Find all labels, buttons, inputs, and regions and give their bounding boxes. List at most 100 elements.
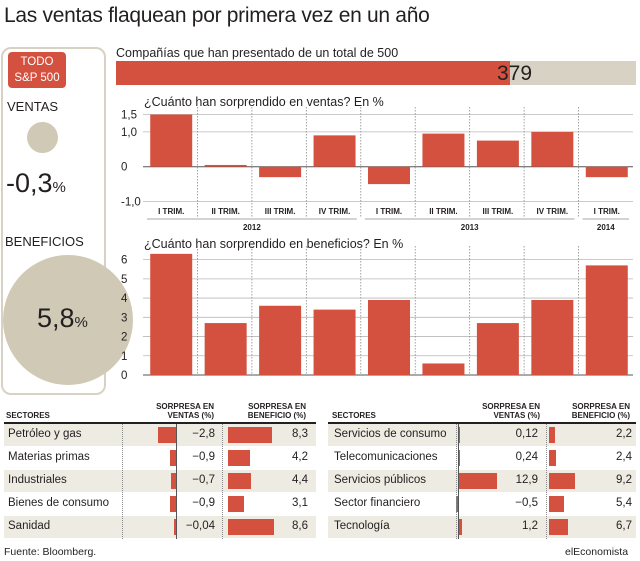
right-table-ventas-value: 12,9	[515, 474, 538, 486]
right-table-beneficio-bar	[549, 496, 565, 512]
left-table-ventas-bar	[157, 427, 176, 443]
left-table-ventas-value: −0,9	[192, 497, 215, 509]
sales-category-label: I TRIM.	[158, 207, 184, 216]
left-table-beneficio-value: 4,2	[292, 451, 308, 463]
right-table-ventas-value: −0,5	[515, 497, 538, 509]
left-table-ventas-bar	[170, 450, 176, 466]
sales-year-label: 2012	[243, 223, 261, 232]
left-table-ventas-bar	[170, 496, 176, 512]
sectors-table-right: SECTORES SORPRESA EN VENTAS (%) SORPRESA E…	[324, 398, 640, 543]
right-table-beneficio-bar	[549, 473, 575, 489]
left-table-beneficio-bar	[228, 496, 245, 512]
right-table-row	[328, 424, 636, 446]
earnings-ytick-label: 4	[121, 293, 128, 305]
sales-bar	[259, 166, 302, 178]
sales-category-label: II TRIM.	[211, 207, 239, 216]
sales-chart-title: ¿Cuánto han sorprendido en ventas? En %	[144, 95, 384, 109]
sales-ytick-label: 0	[121, 162, 127, 174]
earnings-bar	[422, 363, 465, 375]
sp500-badge: TODO S&P 500	[8, 52, 66, 88]
page-title: Las ventas flaquean por primera vez en u…	[4, 4, 430, 27]
earnings-bar	[531, 300, 574, 375]
right-table-ventas-bar	[458, 473, 497, 489]
right-table-row-sector: Sector financiero	[334, 497, 421, 509]
companies-label: Compañías que han presentado de un total…	[116, 46, 399, 60]
right-table-row-sector: Tecnología	[334, 520, 390, 532]
right-table-ventas-bar	[456, 496, 458, 512]
sales-ytick-label: 1,0	[121, 127, 137, 139]
left-table-header-rule	[4, 422, 316, 424]
left-table-beneficio-value: 3,1	[292, 497, 308, 509]
left-table-column-separator	[222, 424, 223, 539]
ventas-circle	[27, 122, 58, 153]
left-table-header-beneficio: SORPRESA EN BENEFICIO (%)	[247, 402, 306, 420]
right-table-header-sectores: SECTORES	[332, 411, 376, 420]
right-table-header-beneficio: SORPRESA EN BENEFICIO (%)	[571, 402, 630, 420]
left-table-beneficio-value: 8,3	[292, 428, 308, 440]
beneficios-label: BENEFICIOS	[5, 234, 84, 249]
right-table-header-rule	[328, 422, 636, 424]
left-table-beneficio-bar	[228, 519, 274, 535]
left-table-ventas-bar	[174, 519, 176, 535]
companies-value: 379	[497, 62, 533, 85]
right-table-beneficio-value: 2,4	[616, 451, 632, 463]
left-table-beneficio-value: 8,6	[292, 520, 308, 532]
earnings-ytick-label: 0	[121, 370, 127, 382]
footer-source: Fuente: Bloomberg.	[4, 546, 97, 558]
earnings-bar	[476, 323, 519, 375]
sales-ytick-label: -1,0	[121, 197, 141, 209]
companies-reported-bar	[116, 61, 510, 85]
sales-year-label: 2013	[461, 223, 479, 232]
left-table-column-separator	[122, 424, 123, 539]
sales-category-label: III TRIM.	[483, 207, 514, 216]
sales-bar	[368, 166, 410, 185]
sales-bar	[204, 164, 247, 167]
left-table-header-sectores: SECTORES	[6, 411, 50, 420]
left-table-ventas-value: −0,7	[192, 474, 215, 486]
left-table-row-sector: Petróleo y gas	[8, 428, 82, 440]
right-table-ventas-bar	[458, 519, 462, 535]
earnings-ytick-label: 6	[121, 255, 127, 267]
right-table-beneficio-bar	[549, 450, 556, 466]
sales-year-label: 2014	[597, 223, 615, 232]
sales-bar	[585, 166, 628, 178]
earnings-bar	[204, 323, 247, 375]
sales-category-label: III TRIM.	[265, 207, 296, 216]
badge-line1: TODO	[20, 56, 54, 68]
earnings-chart-title: ¿Cuánto han sorprendido en beneficios? E…	[144, 237, 404, 251]
right-table-beneficio-bar	[549, 427, 556, 443]
left-table-beneficio-bar	[228, 473, 252, 489]
right-table-ventas-value: 0,24	[515, 451, 538, 463]
ventas-label: VENTAS	[7, 99, 59, 114]
left-table-header-ventas: SORPRESA EN VENTAS (%)	[156, 402, 214, 420]
right-table-ventas-zero-line	[458, 424, 459, 539]
earnings-bar	[150, 253, 193, 375]
left-table-ventas-value: −0,04	[185, 520, 215, 532]
earnings-bar	[585, 265, 628, 375]
ventas-unit: %	[52, 179, 66, 196]
right-table-ventas-bar	[458, 427, 460, 443]
right-table-ventas-value: 1,2	[522, 520, 538, 532]
beneficios-unit: %	[74, 314, 88, 331]
right-table-column-separator	[546, 424, 547, 539]
left-table-ventas-value: −2,8	[192, 428, 215, 440]
left-table-beneficio-bar	[228, 450, 251, 466]
right-table-beneficio-value: 5,4	[616, 497, 632, 509]
left-table-beneficio-value: 4,4	[292, 474, 308, 486]
sectors-table-left: SECTORES SORPRESA EN VENTAS (%) SORPRESA E…	[0, 398, 320, 543]
sales-bar	[150, 114, 193, 167]
sales-category-label: I TRIM.	[376, 207, 402, 216]
beneficios-value: 5,8%	[37, 303, 88, 334]
right-table-beneficio-value: 9,2	[616, 474, 632, 486]
earnings-bar	[368, 300, 410, 375]
left-table-row-sector: Industriales	[8, 474, 67, 486]
right-table-beneficio-value: 6,7	[616, 520, 632, 532]
badge-line2: S&P 500	[14, 72, 60, 84]
right-table-header-ventas: SORPRESA EN VENTAS (%)	[482, 402, 540, 420]
right-table-row-sector: Telecomunicaciones	[334, 451, 438, 463]
earnings-ytick-label: 3	[121, 312, 127, 324]
sales-category-label: I TRIM.	[594, 207, 620, 216]
right-table-beneficio-bar	[549, 519, 568, 535]
earnings-ytick-label: 2	[121, 332, 127, 344]
